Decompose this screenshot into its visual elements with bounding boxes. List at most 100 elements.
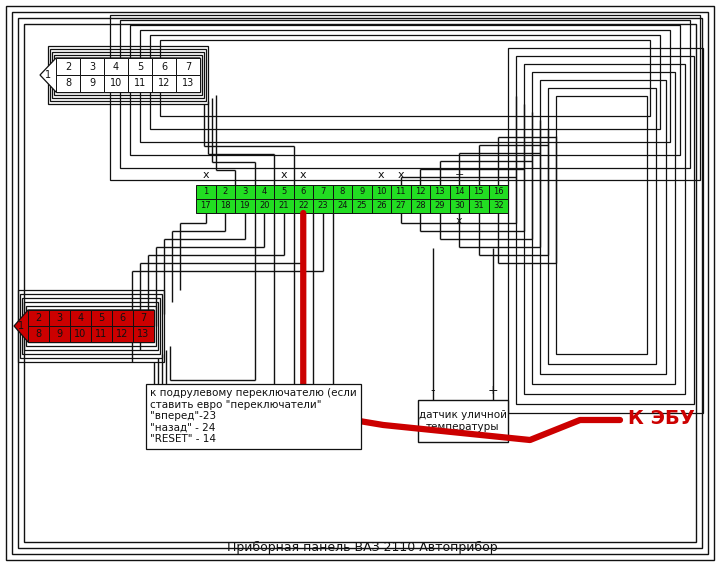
Bar	[140, 30, 670, 142]
Text: 8: 8	[65, 79, 71, 88]
Bar	[196, 185, 215, 199]
Text: 11: 11	[395, 188, 406, 197]
Bar	[176, 75, 200, 92]
Text: x: x	[300, 170, 307, 180]
Text: 17: 17	[200, 202, 211, 210]
Text: +: +	[454, 170, 464, 180]
Bar	[430, 199, 449, 213]
Text: 31: 31	[474, 202, 484, 210]
Text: 2: 2	[65, 62, 71, 71]
Bar	[104, 75, 128, 92]
Bar	[352, 199, 372, 213]
Bar	[488, 185, 508, 199]
Bar	[410, 199, 430, 213]
Text: 6: 6	[161, 62, 167, 71]
Bar	[215, 185, 235, 199]
Bar	[20, 294, 162, 358]
Polygon shape	[40, 58, 200, 92]
Bar	[254, 199, 274, 213]
Bar	[52, 52, 204, 98]
Text: 16: 16	[493, 188, 503, 197]
Bar	[418, 400, 508, 442]
Bar	[469, 185, 488, 199]
Bar	[112, 310, 133, 326]
Bar	[49, 326, 70, 342]
Bar	[449, 199, 469, 213]
Bar	[352, 185, 372, 199]
Text: 2: 2	[222, 188, 228, 197]
Bar	[391, 199, 410, 213]
Text: 5: 5	[281, 188, 287, 197]
Text: 8: 8	[35, 329, 42, 339]
Bar	[524, 64, 685, 394]
Text: 9: 9	[359, 188, 364, 197]
Bar	[48, 46, 208, 104]
Text: +: +	[487, 384, 498, 397]
Text: 10: 10	[74, 329, 86, 339]
Text: 1: 1	[45, 70, 51, 80]
Text: 8: 8	[340, 188, 345, 197]
Text: датчик уличной
температуры: датчик уличной температуры	[419, 410, 507, 432]
Text: 32: 32	[493, 202, 503, 210]
Text: Приборная панель ВАЗ 2110 Автоприбор: Приборная панель ВАЗ 2110 Автоприбор	[227, 541, 498, 554]
Bar	[196, 199, 215, 213]
Text: 3: 3	[56, 313, 63, 323]
Polygon shape	[14, 310, 154, 342]
Bar	[235, 199, 254, 213]
Bar	[56, 58, 80, 75]
Bar	[80, 75, 104, 92]
Bar	[104, 58, 128, 75]
Text: 19: 19	[240, 202, 250, 210]
Bar	[150, 35, 660, 129]
Bar	[430, 185, 449, 199]
Bar	[333, 185, 352, 199]
Text: x: x	[202, 170, 209, 180]
Bar	[18, 290, 164, 362]
Bar	[410, 185, 430, 199]
Bar	[120, 20, 690, 168]
Bar	[488, 199, 508, 213]
Bar	[50, 49, 206, 101]
Text: 13: 13	[182, 79, 194, 88]
Text: 1: 1	[203, 188, 208, 197]
Bar	[133, 310, 154, 326]
Bar	[294, 199, 313, 213]
Text: 24: 24	[337, 202, 348, 210]
Text: 20: 20	[259, 202, 269, 210]
Text: 10: 10	[110, 79, 122, 88]
Text: 11: 11	[95, 329, 107, 339]
Text: к подрулевому переключателю (если
ставить евро "переключатели"
"вперед"-23
"наза: к подрулевому переключателю (если ставит…	[150, 388, 356, 445]
Bar	[80, 58, 104, 75]
Bar	[508, 48, 703, 413]
Bar	[152, 58, 176, 75]
Bar	[91, 326, 112, 342]
Text: x: x	[456, 216, 462, 226]
Bar	[112, 326, 133, 342]
Bar	[235, 185, 254, 199]
Text: 12: 12	[117, 329, 129, 339]
Text: 4: 4	[78, 313, 84, 323]
Text: 21: 21	[279, 202, 289, 210]
Text: 6: 6	[120, 313, 125, 323]
Text: 6: 6	[300, 188, 306, 197]
Bar	[313, 199, 333, 213]
Bar	[469, 199, 488, 213]
Text: 26: 26	[376, 202, 387, 210]
Bar	[176, 58, 200, 75]
Text: 18: 18	[220, 202, 230, 210]
Text: 12: 12	[158, 79, 170, 88]
Text: 15: 15	[474, 188, 484, 197]
Bar	[28, 310, 154, 342]
Bar	[548, 88, 656, 364]
Bar	[333, 199, 352, 213]
Bar	[28, 310, 49, 326]
Text: 13: 13	[434, 188, 445, 197]
Bar	[152, 75, 176, 92]
Text: 10: 10	[376, 188, 387, 197]
Text: 29: 29	[434, 202, 445, 210]
Text: 3: 3	[242, 188, 248, 197]
Text: 23: 23	[318, 202, 328, 210]
Bar	[372, 199, 391, 213]
Text: 4: 4	[113, 62, 119, 71]
Bar	[49, 310, 70, 326]
